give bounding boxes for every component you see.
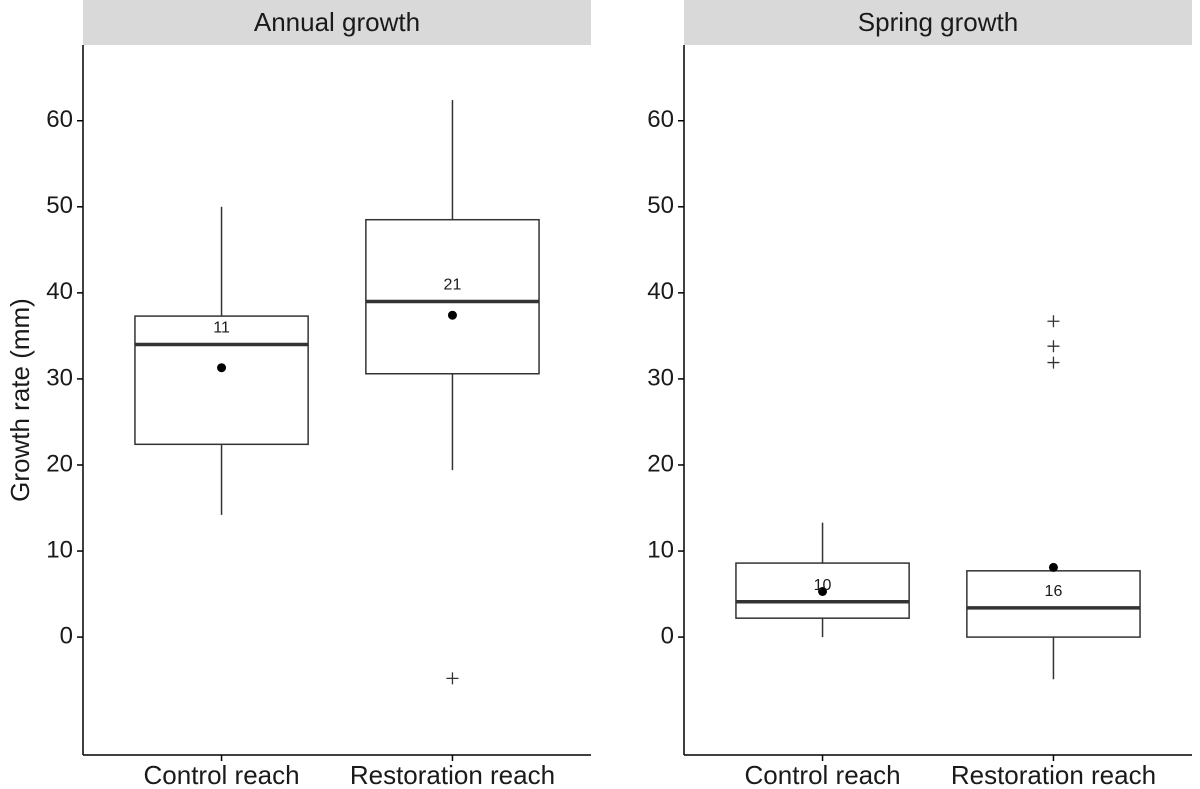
x-tick-label: Control reach xyxy=(745,760,901,789)
y-tick-label: 20 xyxy=(46,450,73,477)
facet-title: Annual growth xyxy=(254,7,420,37)
y-axis-label: Growth rate (mm) xyxy=(5,298,35,502)
facet-title: Spring growth xyxy=(858,7,1018,37)
y-tick-label: 0 xyxy=(661,622,674,649)
facet-strip xyxy=(684,0,1192,45)
y-tick-label: 10 xyxy=(46,536,73,563)
box xyxy=(134,315,309,446)
y-tick-label: 20 xyxy=(647,450,674,477)
count-label: 21 xyxy=(444,277,462,294)
mean-point xyxy=(1048,562,1058,572)
y-tick-label: 0 xyxy=(60,622,73,649)
y-tick-label: 30 xyxy=(647,364,674,391)
mean-point xyxy=(818,586,828,596)
outlier xyxy=(1047,340,1060,353)
box xyxy=(365,218,540,375)
outlier xyxy=(1047,356,1060,369)
y-tick-label: 50 xyxy=(647,192,674,219)
count-label: 11 xyxy=(213,320,230,337)
x-tick-label: Restoration reach xyxy=(951,760,1156,789)
y-tick-label: 30 xyxy=(46,364,73,391)
y-tick-label: 40 xyxy=(647,278,674,305)
facet-strip xyxy=(83,0,591,45)
count-label: 10 xyxy=(814,577,832,594)
x-tick-label: Restoration reach xyxy=(350,760,555,789)
outlier xyxy=(1047,315,1060,328)
outlier xyxy=(446,672,459,685)
y-tick-label: 10 xyxy=(647,536,674,563)
y-tick-label: 60 xyxy=(647,106,674,133)
y-tick-label: 50 xyxy=(46,192,73,219)
y-tick-label: 60 xyxy=(46,106,73,133)
y-tick-label: 40 xyxy=(46,278,73,305)
count-label: 16 xyxy=(1045,583,1063,600)
x-tick-label: Control reach xyxy=(144,760,300,789)
mean-point xyxy=(217,363,227,373)
mean-point xyxy=(447,310,457,320)
box xyxy=(966,570,1141,638)
